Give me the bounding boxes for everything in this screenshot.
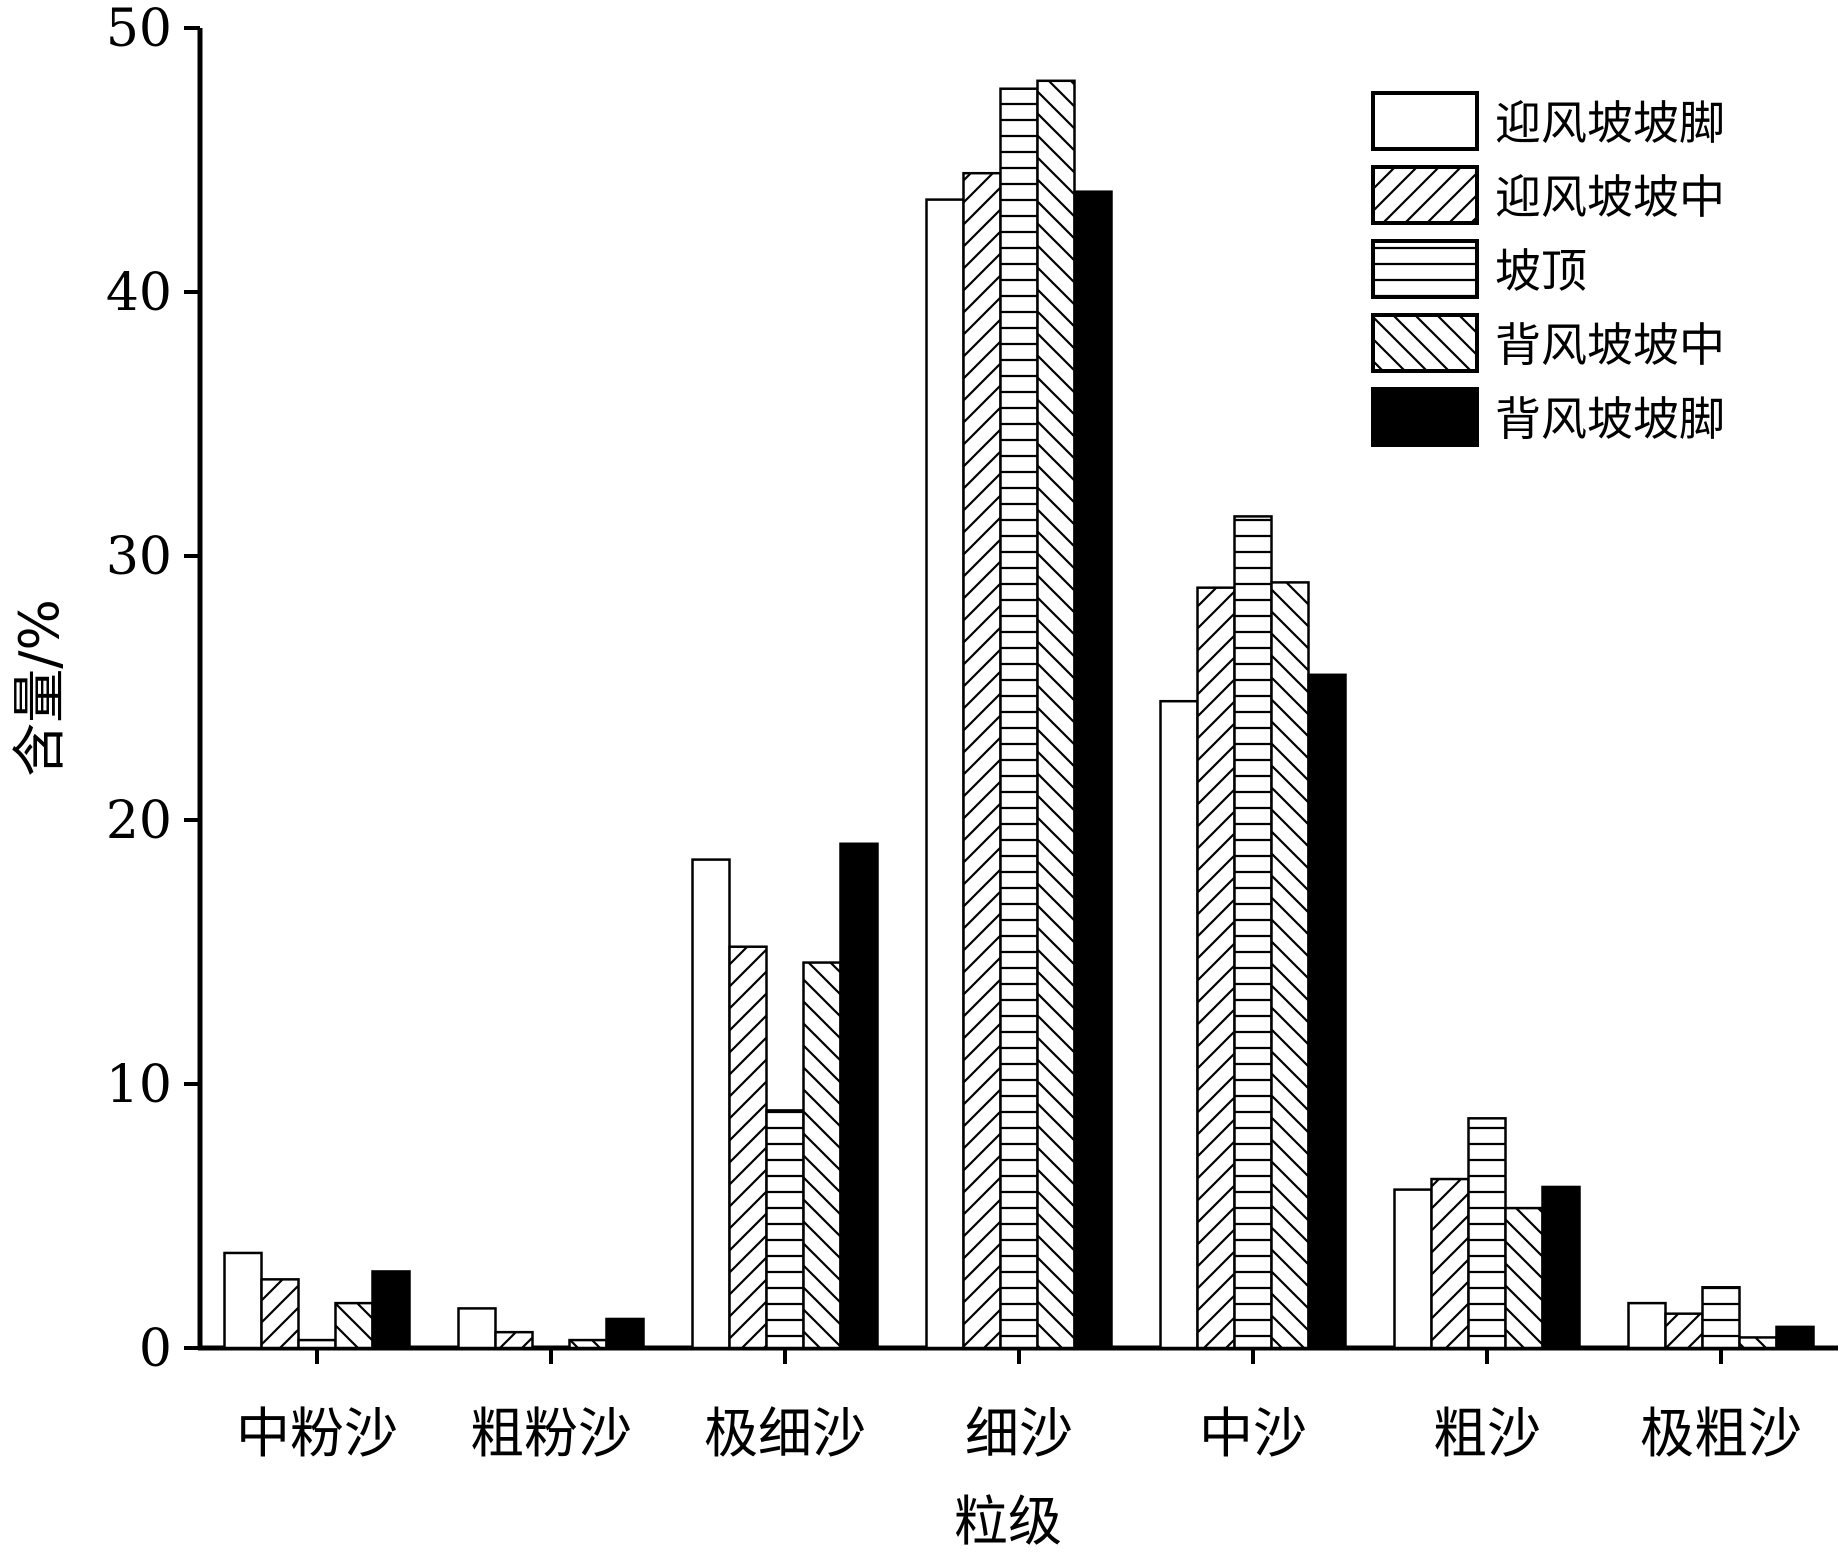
- bar: [802, 961, 842, 1350]
- legend-label: 背风坡坡中: [1495, 318, 1725, 372]
- y-tick-label: 50: [106, 0, 172, 59]
- legend-swatch: [1371, 387, 1479, 447]
- bar: [371, 1270, 411, 1350]
- y-tick-label: 40: [106, 263, 172, 323]
- bar: [1233, 515, 1273, 1350]
- legend-swatch: [1371, 239, 1479, 299]
- legend-label: 背风坡坡脚: [1495, 392, 1725, 446]
- legend-swatch: [1371, 165, 1479, 225]
- bar: [839, 842, 879, 1350]
- bar: [1738, 1336, 1778, 1350]
- bar: [1393, 1188, 1433, 1350]
- bar: [728, 945, 768, 1350]
- bar: [691, 858, 731, 1350]
- bar: [1073, 190, 1113, 1350]
- legend-label: 坡顶: [1495, 244, 1587, 298]
- bar: [1627, 1301, 1667, 1350]
- plot-area: 0 10 20 30 40 50 中粉沙 粗粉沙 极细沙 细沙 中沙 粗沙 极粗沙: [106, 0, 1838, 1465]
- bar: [494, 1330, 534, 1350]
- legend-swatch: [1371, 313, 1479, 373]
- x-axis-title: 粒级: [954, 1490, 1062, 1553]
- y-tick-label: 30: [106, 527, 172, 587]
- bar: [1775, 1325, 1815, 1350]
- y-tick-label: 0: [139, 1319, 172, 1379]
- bar: [1541, 1185, 1581, 1350]
- x-tick-label: 中沙: [1199, 1402, 1307, 1465]
- x-tick-label: 细沙: [965, 1402, 1073, 1465]
- bar: [334, 1301, 374, 1350]
- bar: [925, 198, 965, 1350]
- bar: [1504, 1206, 1544, 1350]
- bar: [999, 87, 1039, 1350]
- bar: [297, 1338, 337, 1350]
- bar: [1196, 586, 1236, 1350]
- legend-swatch: [1371, 91, 1479, 151]
- bar: [1430, 1177, 1470, 1350]
- bar: [962, 171, 1002, 1350]
- bar: [568, 1338, 608, 1350]
- x-tick-label: 粗粉沙: [470, 1402, 632, 1465]
- y-ticks: 0 10 20 30 40 50: [106, 0, 200, 1379]
- y-tick-label: 20: [106, 791, 172, 851]
- legend-label: 迎风坡坡脚: [1495, 96, 1725, 150]
- y-tick-label: 10: [106, 1055, 172, 1115]
- bar: [765, 1109, 805, 1350]
- bar: [260, 1278, 300, 1350]
- bar: [223, 1251, 263, 1350]
- x-ticks: 中粉沙 粗粉沙 极细沙 细沙 中沙 粗沙 极粗沙: [236, 1348, 1802, 1465]
- x-tick-label: 粗沙: [1433, 1402, 1541, 1465]
- bar: [457, 1307, 497, 1350]
- bars: [223, 79, 1815, 1350]
- y-axis-title: 含量/%: [8, 599, 71, 777]
- bar: [1664, 1312, 1704, 1350]
- x-tick-label: 中粉沙: [236, 1402, 398, 1465]
- x-tick-label: 极细沙: [704, 1402, 866, 1465]
- bar: [1701, 1286, 1741, 1350]
- bar: [1036, 79, 1076, 1350]
- bar: [1467, 1117, 1507, 1350]
- bar: [1159, 699, 1199, 1350]
- x-tick-label: 极粗沙: [1640, 1402, 1802, 1465]
- bar: [1307, 673, 1347, 1350]
- bar: [605, 1317, 645, 1350]
- legend-label: 迎风坡坡中: [1495, 170, 1725, 224]
- bar: [1270, 581, 1310, 1350]
